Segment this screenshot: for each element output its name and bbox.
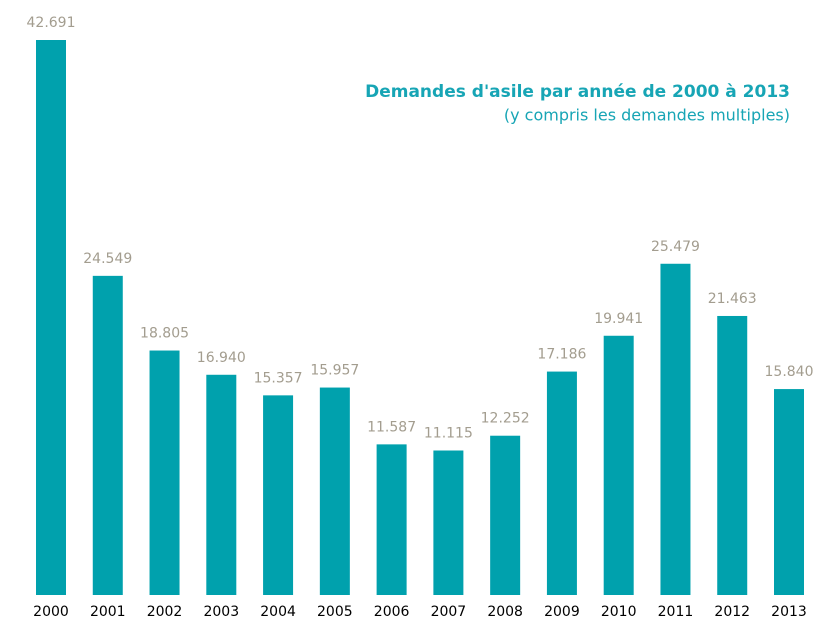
chart-subtitle: (y compris les demandes multiples): [504, 106, 790, 125]
x-tick-label: 2007: [431, 604, 467, 620]
x-tick-label: 2005: [317, 604, 353, 620]
x-tick-label: 2009: [544, 604, 580, 620]
bar: [717, 315, 748, 595]
x-tick-label: 2006: [374, 604, 410, 620]
x-tick-label: 2012: [714, 604, 750, 620]
x-tick-label: 2011: [658, 604, 694, 620]
value-label: 19.941: [594, 311, 643, 327]
x-tick-label: 2010: [601, 604, 637, 620]
bar: [774, 389, 804, 595]
x-tick-label: 2003: [203, 604, 239, 620]
x-tick-label: 2008: [487, 604, 523, 620]
bar: [433, 450, 464, 595]
x-tick-label: 2002: [147, 604, 183, 620]
value-label: 18.805: [140, 326, 189, 342]
bar: [660, 263, 691, 595]
value-label: 42.691: [27, 15, 76, 31]
bar: [36, 40, 66, 595]
value-label: 25.479: [651, 239, 700, 255]
bar: [206, 374, 237, 595]
value-label: 15.957: [310, 363, 359, 379]
value-label: 24.549: [83, 251, 132, 267]
bar: [376, 444, 407, 595]
x-tick-label: 2000: [33, 604, 69, 620]
value-label: 17.186: [537, 347, 586, 363]
value-label: 21.463: [708, 291, 757, 307]
bar: [319, 387, 350, 595]
bar: [149, 350, 180, 595]
bar: [490, 435, 521, 595]
value-label: 11.115: [424, 426, 473, 442]
bar: [603, 335, 634, 595]
value-label: 11.587: [367, 419, 416, 435]
value-label: 15.357: [254, 370, 303, 386]
value-label: 16.940: [197, 350, 246, 366]
chart-title: Demandes d'asile par année de 2000 à 201…: [365, 82, 790, 102]
x-tick-label: 2004: [260, 604, 296, 620]
bar: [546, 371, 577, 595]
x-tick-label: 2001: [90, 604, 126, 620]
x-tick-label: 2013: [771, 604, 807, 620]
value-label: 12.252: [481, 411, 530, 427]
bar: [92, 275, 123, 595]
bar: [263, 395, 294, 595]
value-label: 15.840: [765, 364, 814, 380]
